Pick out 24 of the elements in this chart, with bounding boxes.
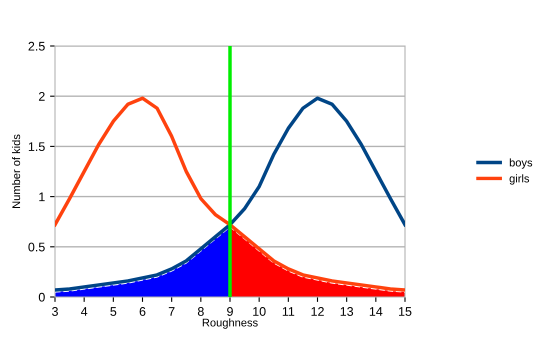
x-tick-label: 15 <box>399 307 412 316</box>
x-tick-label: 6 <box>140 307 146 316</box>
y-tick-label: 1.5 <box>28 142 45 152</box>
x-tick-label: 5 <box>110 307 116 316</box>
x-tick-label: 8 <box>198 307 204 316</box>
x-tick-label: 4 <box>80 307 88 316</box>
x-tick-label: 9 <box>227 307 233 316</box>
x-axis-title: Roughness <box>202 318 258 329</box>
y-tick-label: 2 <box>38 92 45 101</box>
y-tick-label: 2.5 <box>28 42 45 51</box>
x-tick-label: 13 <box>340 307 354 316</box>
y-tick-label: 1 <box>39 192 45 202</box>
x-tick-label: 14 <box>370 307 382 316</box>
legend-label: boys <box>510 158 532 169</box>
y-tick-label: 0.5 <box>28 242 45 252</box>
line-series <box>55 96 405 292</box>
x-tick-label: 7 <box>168 307 175 316</box>
y-axis-title: Number of kids <box>12 134 20 208</box>
y-tick-label: 0 <box>38 292 45 302</box>
legend-label: girls <box>510 174 530 185</box>
x-tick-label: 12 <box>312 307 324 316</box>
x-tick-label: 11 <box>282 307 294 316</box>
x-tick-label: 3 <box>52 307 58 316</box>
x-tick-label: 10 <box>253 307 266 316</box>
